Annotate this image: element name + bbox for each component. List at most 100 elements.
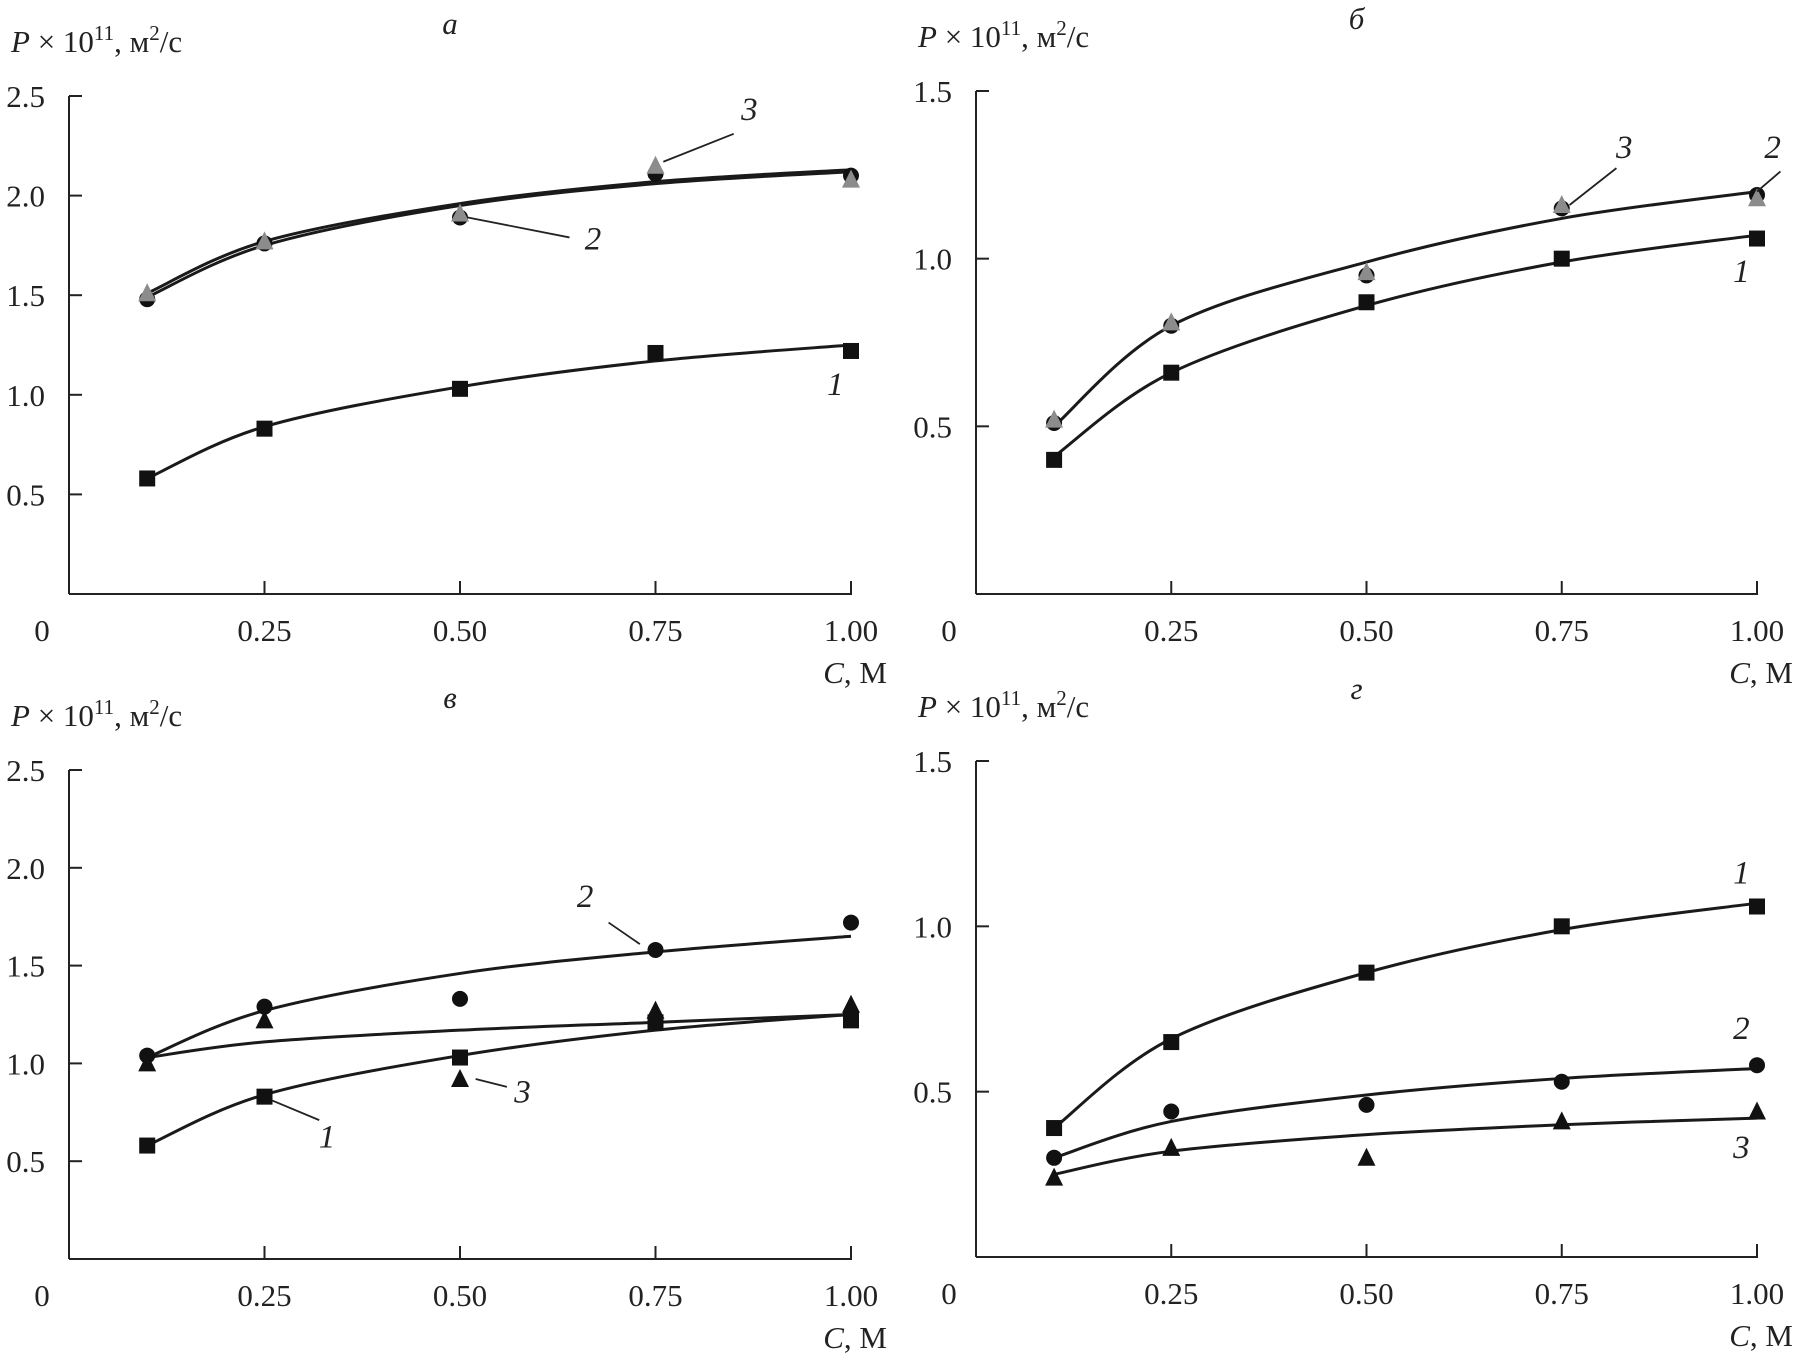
x-tick-label: 1.00 bbox=[824, 1278, 878, 1313]
y-tick-label: 0.5 bbox=[913, 1075, 952, 1110]
data-point-series-3 bbox=[1162, 1137, 1181, 1156]
data-point-series-3 bbox=[1357, 262, 1376, 281]
series-label-3: 3 bbox=[740, 92, 758, 128]
fit-curve-series-3 bbox=[1053, 1116, 1758, 1176]
y-tick-label: 1.5 bbox=[913, 744, 952, 779]
x-tick-label: 0 bbox=[941, 1276, 957, 1311]
x-tick-label: 0 bbox=[34, 1278, 50, 1313]
fit-curve-series-2 bbox=[1053, 1067, 1758, 1160]
fit-curve-series-1 bbox=[146, 343, 852, 480]
y-axis-unit-exponent: 2 bbox=[1056, 686, 1067, 710]
data-point-series-3 bbox=[1045, 409, 1064, 428]
data-point-series-2 bbox=[1046, 1149, 1063, 1166]
data-point-series-2 bbox=[1553, 1073, 1570, 1090]
x-tick-label: 0.25 bbox=[1144, 613, 1198, 648]
data-point-series-1 bbox=[1553, 918, 1570, 935]
annotation-leader-line bbox=[475, 1078, 508, 1088]
y-axis-unit-tail: /с bbox=[1067, 689, 1089, 724]
data-point-series-1 bbox=[1163, 1034, 1180, 1051]
x-tick-label: 1.00 bbox=[1730, 1276, 1784, 1311]
data-point-series-2 bbox=[1358, 1096, 1375, 1113]
data-point-series-1 bbox=[1358, 294, 1375, 311]
data-point-series-1 bbox=[1749, 230, 1765, 247]
annotation-leader-line bbox=[608, 921, 641, 945]
y-axis-multiplier: × 10 bbox=[937, 689, 1001, 724]
y-tick-label: 1.0 bbox=[913, 909, 952, 944]
y-axis-unit-exponent: 2 bbox=[149, 21, 160, 45]
data-point-series-1 bbox=[843, 342, 859, 359]
x-axis-unit: , М bbox=[844, 655, 887, 690]
y-axis-variable: P bbox=[917, 19, 937, 54]
panel-4: 0.51.01.50 0.25 0.50 0.75 1.00C, МP × 1011, … bbox=[913, 671, 1793, 1353]
x-tick-label: 0.50 bbox=[1339, 1276, 1393, 1311]
data-point-series-1 bbox=[139, 1137, 156, 1154]
data-point-series-1 bbox=[647, 344, 664, 361]
y-axis-label: P × 1011, м2/с bbox=[917, 16, 1089, 54]
data-point-series-3 bbox=[138, 283, 157, 302]
x-axis-label: C, М bbox=[1729, 655, 1793, 690]
x-tick-label: 0 bbox=[34, 613, 50, 648]
series-label-1: 1 bbox=[1733, 855, 1750, 891]
data-point-series-3 bbox=[842, 169, 860, 188]
y-tick-label: 1.0 bbox=[6, 1046, 45, 1081]
data-point-series-1 bbox=[452, 380, 468, 397]
x-axis-label: C, М bbox=[1729, 1318, 1793, 1353]
series-label-3: 3 bbox=[513, 1075, 531, 1111]
series-label-2: 2 bbox=[577, 879, 594, 915]
y-tick-label: 0.5 bbox=[6, 1144, 45, 1179]
y-axis-unit-tail: /с bbox=[1067, 19, 1089, 54]
y-tick-label: 1.0 bbox=[6, 378, 45, 413]
panel-2: 0.51.01.50 0.25 0.50 0.75 1.00C, МP × 1011, … bbox=[913, 1, 1793, 690]
panel-letter: а bbox=[442, 6, 458, 41]
annotation-leader-line bbox=[271, 1099, 320, 1121]
data-point-series-1 bbox=[452, 1049, 468, 1066]
x-axis-unit: , М bbox=[1750, 655, 1793, 690]
y-axis-exponent: 11 bbox=[1001, 686, 1021, 710]
x-tick-label: 0.50 bbox=[433, 1278, 487, 1313]
x-axis-variable: C bbox=[823, 655, 844, 690]
y-axis-multiplier: × 10 bbox=[30, 24, 94, 59]
data-point-series-1 bbox=[1553, 250, 1570, 267]
data-point-series-2 bbox=[647, 941, 664, 958]
data-point-series-3 bbox=[1552, 1111, 1571, 1130]
y-axis-unit: , м bbox=[1021, 689, 1056, 724]
series-label-2: 2 bbox=[1733, 1011, 1750, 1047]
y-axis-unit: , м bbox=[114, 24, 149, 59]
x-axis-variable: C bbox=[823, 1320, 844, 1355]
panel-letter: б bbox=[1349, 1, 1366, 36]
data-point-series-1 bbox=[1358, 964, 1375, 981]
x-tick-label: 1.00 bbox=[824, 613, 878, 648]
y-axis-exponent: 11 bbox=[94, 695, 114, 719]
data-point-series-3 bbox=[842, 994, 860, 1013]
series-label-1: 1 bbox=[319, 1120, 336, 1156]
data-point-series-1 bbox=[1749, 898, 1765, 915]
y-axis-unit: , м bbox=[114, 698, 149, 733]
y-axis-variable: P bbox=[10, 24, 30, 59]
panel-3: 0.5 1.0 1.5 2.0 2.5 0 0.25 0.50 0.75 1.00 C, М P × … bbox=[6, 680, 887, 1355]
x-tick-label: 0.25 bbox=[1144, 1276, 1198, 1311]
y-axis-label: P × 1011, м2/с bbox=[10, 21, 182, 59]
y-axis-unit-exponent: 2 bbox=[149, 695, 160, 719]
data-point-series-3 bbox=[255, 1010, 274, 1029]
y-tick-label: 2.5 bbox=[6, 753, 45, 788]
panel-1: 0.5 1.0 1.5 2.0 2.5 0 0.25 0.50 0.75 1.00 C, М P × … bbox=[6, 6, 887, 690]
y-axis-label: P × 1011, м2/с bbox=[10, 695, 182, 733]
y-axis-exponent: 11 bbox=[1001, 16, 1021, 40]
y-axis-unit: , м bbox=[1021, 19, 1056, 54]
fit-curve-series-3 bbox=[147, 1013, 852, 1060]
data-point-series-3 bbox=[1357, 1147, 1376, 1166]
data-point-series-3 bbox=[646, 1000, 665, 1019]
data-point-series-3 bbox=[138, 1053, 157, 1072]
x-tick-label: 1.00 bbox=[1730, 613, 1784, 648]
data-point-series-1 bbox=[256, 1088, 273, 1105]
x-axis-unit: , М bbox=[844, 1320, 887, 1355]
y-tick-label: 1.0 bbox=[913, 242, 952, 277]
x-axis-label: C, М bbox=[823, 1320, 887, 1355]
y-axis-label: P × 1011, м2/с bbox=[917, 686, 1089, 724]
annotation-leader-line bbox=[1756, 170, 1782, 193]
data-point-series-3 bbox=[1162, 312, 1181, 331]
fit-curve-series-3 bbox=[146, 168, 852, 295]
fit-curve-series-2 bbox=[1053, 190, 1758, 428]
y-tick-label: 2.0 bbox=[6, 179, 45, 214]
fit-curve-series-1 bbox=[1053, 233, 1758, 458]
